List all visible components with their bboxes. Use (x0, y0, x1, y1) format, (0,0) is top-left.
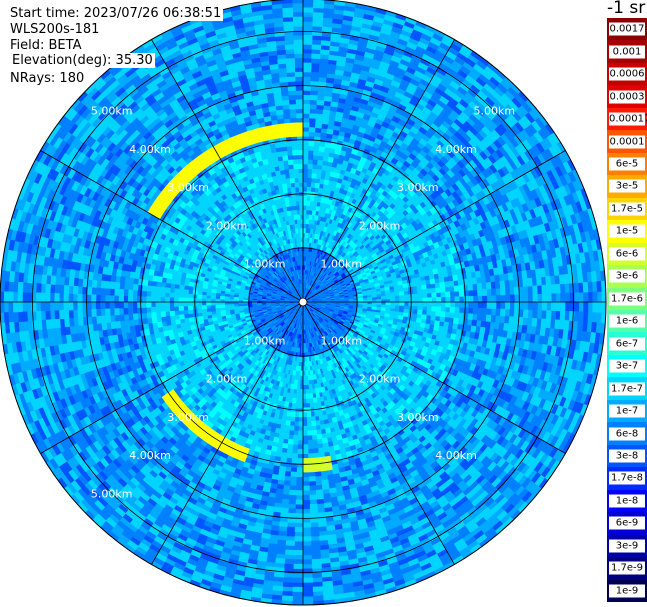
colorbar-level: 1e-7 (607, 399, 647, 423)
colorbar-tick-label: 3e-7 (609, 359, 645, 373)
range-ring-label: 1.00km (321, 334, 363, 347)
range-ring-label: 5.00km (91, 105, 133, 118)
colorbar-level: 6e-7 (607, 332, 647, 355)
range-ring-label: 3.00km (397, 411, 439, 424)
lidar-origin-marker (298, 297, 308, 307)
azimuth-spoke (302, 301, 455, 565)
range-ring-label: 4.00km (435, 143, 477, 156)
colorbar-tick-label: 6e-5 (609, 157, 645, 171)
colorbar-tick-label: 1e-5 (609, 224, 645, 238)
azimuth-spoke (302, 39, 455, 303)
range-ring-label: 2.00km (206, 220, 248, 233)
azimuth-spoke (302, 150, 566, 303)
colorbar-tick-label: 1.7e-5 (609, 202, 645, 216)
colorbar-tick-label: 1e-9 (609, 584, 645, 598)
azimuth-spoke (151, 301, 304, 565)
range-azimuth-grid (0, 0, 607, 606)
colorbar-tick-label: 0.001 (609, 45, 645, 59)
colorbar-level: 6e-9 (607, 512, 647, 535)
colorbar-level: 0.0003 (607, 85, 647, 108)
colorbar-level: 1.7e-5 (607, 197, 647, 221)
colorbar-level: 1.7e-8 (607, 467, 647, 490)
range-ring-label: 5.00km (91, 487, 133, 500)
range-ring-label: 1.00km (321, 258, 363, 271)
colorbar-level: 0.0001 (607, 130, 647, 153)
colorbar-tick-label: 1.7e-9 (609, 561, 645, 575)
start-time-label: Start time: 2023/07/26 06:38:51 (8, 6, 224, 21)
azimuth-spoke (302, 301, 566, 454)
colorbar-level: 3e-8 (607, 444, 647, 468)
colorbar-level: 3e-5 (607, 175, 647, 198)
azimuth-spoke (40, 150, 304, 303)
range-ring-label: 3.00km (167, 181, 209, 194)
range-ring-label: 4.00km (435, 449, 477, 462)
colorbar-tick-label: 3e-5 (609, 179, 645, 193)
field-label: Field: BETA (10, 38, 82, 53)
colorbar: 0.0017 0.001 0.0006 0.0003 0.00017 0.0001 6e-5… (607, 18, 647, 602)
colorbar-tick-label: 1e-8 (609, 494, 645, 508)
colorbar-level: 0.0006 (607, 62, 647, 86)
colorbar-tick-label: 1e-7 (609, 404, 645, 418)
colorbar-tick-label: 1.7e-8 (609, 471, 645, 485)
range-ring-label: 3.00km (167, 411, 209, 424)
colorbar-tick-label: 0.00017 (609, 112, 647, 126)
colorbar-unit: -1 sr (607, 0, 646, 18)
colorbar-level: 1e-5 (607, 220, 647, 243)
colorbar-level: 0.001 (607, 40, 647, 63)
colorbar-tick-label: 3e-9 (609, 539, 645, 553)
colorbar-level: 1.7e-6 (607, 287, 647, 310)
colorbar-tick-label: 6e-7 (609, 337, 645, 351)
range-ring-label: 1.00km (244, 258, 286, 271)
colorbar-level: 0.0017 (607, 18, 647, 41)
colorbar-level: 1.7e-9 (607, 557, 647, 580)
elevation-label: Elevation(deg): 35.30 (10, 53, 155, 68)
colorbar-tick-label: 3e-6 (609, 269, 645, 283)
colorbar-level: 1e-6 (607, 310, 647, 333)
range-ring-label: 5.00km (474, 105, 516, 118)
colorbar-level: 1.7e-7 (607, 377, 647, 400)
colorbar-tick-label: 6e-6 (609, 247, 645, 261)
colorbar-tick-label: 6e-9 (609, 516, 645, 530)
backscatter-cells (142, 140, 465, 460)
colorbar-tick-label: 1.7e-6 (609, 292, 645, 306)
backscatter-cells (302, 455, 333, 473)
colorbar-level: 6e-5 (607, 152, 647, 176)
range-ring-label: 2.00km (359, 373, 401, 386)
instrument-label: WLS200s-181 (10, 22, 100, 37)
range-ring-label: 1.00km (244, 334, 286, 347)
colorbar-tick-label: 0.0006 (609, 67, 645, 81)
colorbar-level: 0.00017 (607, 107, 647, 131)
colorbar-tick-label: 0.0017 (609, 22, 645, 36)
colorbar-level: 3e-7 (607, 354, 647, 378)
colorbar-level: 1e-8 (607, 489, 647, 513)
range-ring-labels: 1.00km 2.00km 3.00km 4.00km 5.00km 1.00km 2.00… (91, 105, 515, 501)
colorbar-level: 3e-6 (607, 265, 647, 288)
azimuth-spoke (151, 39, 304, 303)
colorbar-tick-label: 1e-6 (609, 314, 645, 328)
colorbar-tick-label: 6e-8 (609, 427, 645, 441)
colorbar-tick-label: 0.0001 (609, 135, 645, 149)
colorbar-tick-label: 1.7e-7 (609, 382, 645, 396)
range-ring-label: 4.00km (129, 449, 171, 462)
colorbar-level: 6e-8 (607, 422, 647, 445)
colorbar-level: 6e-6 (607, 242, 647, 266)
colorbar-level: 1e-9 (607, 579, 647, 602)
colorbar-level: 3e-9 (607, 534, 647, 558)
range-ring-label: 3.00km (397, 181, 439, 194)
colorbar-tick-label: 3e-8 (609, 449, 645, 463)
range-ring-label: 4.00km (129, 143, 171, 156)
azimuth-spoke (40, 301, 304, 454)
colorbar-tick-label: 0.0003 (609, 90, 645, 104)
range-ring-label: 2.00km (206, 373, 248, 386)
range-ring-label: 2.00km (359, 220, 401, 233)
nrays-label: NRays: 180 (10, 71, 85, 86)
